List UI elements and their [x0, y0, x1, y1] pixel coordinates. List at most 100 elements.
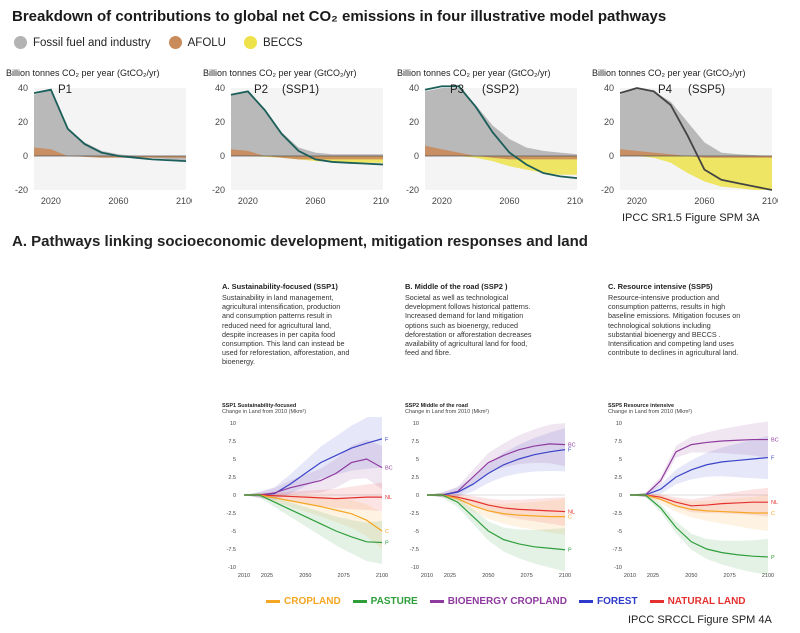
- column-heading: B. Middle of the road (SSP2 ): [405, 282, 508, 291]
- series-end-label: C: [385, 529, 389, 535]
- y-tick-label: 10: [413, 421, 419, 427]
- desc-line: agricultural intensification, production: [222, 302, 341, 312]
- land-line: [244, 494, 383, 532]
- y-tick-label: 0: [414, 151, 419, 161]
- x-tick-label: 2060: [694, 196, 714, 206]
- y-tick-label: -5: [231, 529, 236, 535]
- legend-item-forest: FOREST: [579, 596, 638, 607]
- panel-sublabel-p2: (SSP1): [282, 84, 320, 96]
- co2-chart-p1: 40 20 0 -20 2020 2060 2100: [15, 83, 192, 206]
- legend-item-fossil: Fossil fuel and industry: [14, 36, 151, 49]
- legend-item-bioenergy: BIOENERGY CROPLAND: [429, 596, 567, 607]
- desc-line: substantial bioenergy and BECCS .: [608, 329, 721, 339]
- legend-dash-cropland: [266, 600, 280, 603]
- x-tick-label: 2100: [176, 196, 192, 206]
- series-end-label: NL: [568, 510, 575, 516]
- y-tick-label: 5: [233, 457, 236, 463]
- x-tick-label: 2075: [724, 573, 736, 579]
- x-tick-label: 2075: [521, 573, 533, 579]
- land-column-ssp1: A. Sustainability-focused (SSP1) Sustain…: [222, 282, 404, 587]
- legend-dash-forest: [579, 600, 593, 603]
- land-chart-title: SSP5 Resource intensive: [608, 403, 675, 409]
- y-tick-label: 20: [604, 117, 614, 127]
- desc-line: options such as bioenergy, reduced: [405, 320, 518, 330]
- column-description: Societal as well as technological develo…: [405, 293, 587, 397]
- net-emissions-line: [619, 87, 773, 191]
- x-tick-label: 2010: [421, 573, 433, 579]
- desc-line: baseline emissions. Mitigation focuses o…: [608, 311, 741, 321]
- y-tick-label: -7.5: [613, 547, 622, 553]
- x-tick-label: 2020: [41, 196, 61, 206]
- x-tick-label: 2060: [499, 196, 519, 206]
- legend-item-natural: NATURAL LAND: [649, 596, 746, 607]
- co2-ylabel: Billion tonnes CO₂ per year (GtCO₂/yr): [397, 68, 551, 78]
- land-column-ssp5: C. Resource intensive (SSP5) Resource-in…: [608, 282, 790, 587]
- panel-label-p1: P1: [58, 84, 73, 96]
- y-tick-label: -20: [406, 185, 419, 195]
- net-emissions-line: [33, 88, 187, 162]
- land-line: [427, 449, 566, 496]
- column-description: Sustainability in land management, agric…: [222, 293, 404, 397]
- y-tick-label: -7.5: [410, 547, 419, 553]
- column-description: Resource-intensive production and consum…: [608, 293, 790, 397]
- y-tick-label: -10: [228, 565, 236, 571]
- uncertainty-band: [244, 493, 382, 549]
- series-end-label: F: [385, 437, 389, 443]
- land-line: [244, 458, 383, 496]
- y-tick-label: 20: [215, 117, 225, 127]
- series-end-label: NL: [771, 500, 778, 506]
- series-end-label: BC: [385, 466, 393, 472]
- y-tick-label: 0: [220, 151, 225, 161]
- x-tick-label: 2100: [567, 196, 583, 206]
- y-tick-label: -20: [212, 185, 225, 195]
- legend-label-cropland: CROPLAND: [284, 596, 341, 607]
- land-line: [427, 494, 565, 518]
- co2-panel-p4: Billion tonnes CO₂ per year (GtCO₂/yr) 4…: [592, 68, 778, 218]
- x-tick-label: 2020: [432, 196, 452, 206]
- afolu-area: [231, 149, 383, 160]
- series-end-label: F: [568, 448, 572, 454]
- desc-line: used for reforestation, afforestation, a…: [222, 348, 350, 358]
- desc-line: availability of agricultural land for fo…: [405, 339, 528, 349]
- afolu-area: [620, 149, 772, 158]
- legend-label-afolu: AFOLU: [187, 36, 226, 49]
- land-line: [630, 494, 769, 558]
- desc-line: development follows historical patterns.: [405, 302, 531, 312]
- x-tick-label: 2050: [299, 573, 311, 579]
- co2-ylabel: Billion tonnes CO₂ per year (GtCO₂/yr): [592, 68, 746, 78]
- land-line: [427, 494, 566, 513]
- legend-dash-natural: [649, 600, 664, 603]
- y-tick-label: 5: [619, 457, 622, 463]
- land-line: [427, 494, 566, 551]
- legend-item-beccs: BECCS: [243, 36, 303, 49]
- y-tick-label: 10: [616, 421, 622, 427]
- co2-chart-p3: 40 20 0 -20 2020 2060 2100: [406, 83, 583, 206]
- section-title: A. Pathways linking socioeconomic develo…: [12, 233, 588, 250]
- land-line: [244, 494, 382, 500]
- legend-item-pasture: PASTURE: [352, 596, 418, 607]
- legend-label-pasture: PASTURE: [370, 596, 418, 607]
- panel-label-p3: P3: [450, 84, 465, 96]
- series-end-label: C: [568, 515, 572, 521]
- uncertainty-band: [427, 492, 565, 572]
- x-tick-label: 2100: [762, 196, 778, 206]
- desc-line: technological solutions including: [608, 320, 711, 330]
- x-tick-label: 2075: [338, 573, 350, 579]
- y-tick-label: 0: [23, 151, 28, 161]
- co2-chart-p4: 40 20 0 -20 2020 2060 2100: [601, 83, 778, 206]
- desc-line: consumption. This land can instead be: [222, 339, 345, 349]
- uncertainty-band: [427, 493, 565, 526]
- x-tick-label: 2010: [238, 573, 250, 579]
- series-end-label: P: [771, 555, 775, 561]
- desc-line: Intensification and competing land uses: [608, 339, 734, 349]
- uncertainty-band: [630, 487, 768, 517]
- y-tick-label: 0: [619, 493, 622, 499]
- land-column-ssp2: B. Middle of the road (SSP2 ) Societal a…: [405, 282, 587, 587]
- land-line: [630, 438, 768, 496]
- legend-dash-bioenergy: [429, 600, 444, 603]
- land-line: [630, 494, 768, 507]
- desc-line: and consumption patterns result in: [222, 311, 332, 321]
- land-legend: CROPLAND PASTURE BIOENERGY CROPLAND FORE…: [266, 596, 746, 607]
- y-tick-label: -10: [614, 565, 622, 571]
